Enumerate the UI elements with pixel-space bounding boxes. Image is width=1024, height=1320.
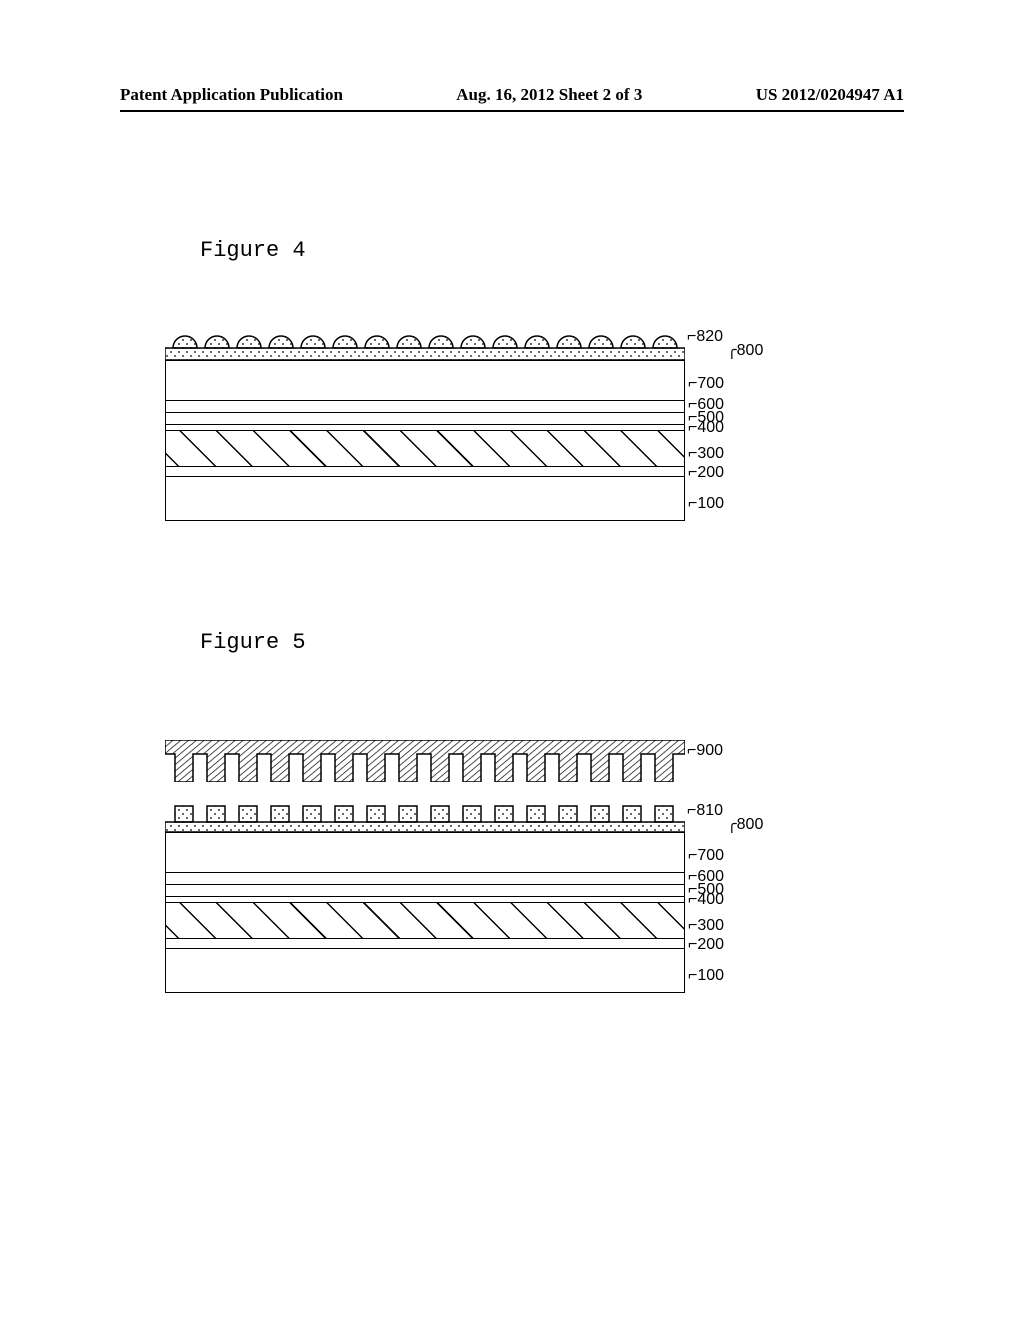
- page-header: Patent Application Publication Aug. 16, …: [0, 85, 1024, 105]
- layer-300: ⌐300: [166, 430, 684, 466]
- layer-700b: ⌐700: [166, 832, 684, 872]
- ref-200: ⌐200: [688, 464, 724, 482]
- figure-5-label: Figure 5: [200, 630, 306, 655]
- layer-200b: ⌐200: [166, 938, 684, 948]
- figure-4-stack: ⌐700 ⌐600 ⌐500 ⌐400 ⌐300 ⌐200 ⌐100: [165, 360, 685, 521]
- layer-820-svg: [165, 330, 685, 360]
- header-right: US 2012/0204947 A1: [756, 85, 904, 105]
- figure-5: ⌐900: [165, 740, 685, 993]
- header-left: Patent Application Publication: [120, 85, 343, 105]
- layer-810-svg: [165, 804, 685, 832]
- ref-300b: ⌐300: [688, 917, 724, 935]
- figure-4: ⌐820 ╭800 ⌐700 ⌐600 ⌐500 ⌐400 ⌐300 ⌐200 …: [165, 330, 685, 521]
- layer-500: ⌐500: [166, 412, 684, 424]
- ref-100b: ⌐100: [688, 967, 724, 985]
- layer-500b: ⌐500: [166, 884, 684, 896]
- layer-600b: ⌐600: [166, 872, 684, 884]
- ref-100: ⌐100: [688, 495, 724, 513]
- ref-900: ⌐900: [687, 742, 723, 760]
- layer-700: ⌐700: [166, 360, 684, 400]
- figure-5-stack: ⌐700 ⌐600 ⌐500 ⌐400 ⌐300 ⌐200 ⌐100: [165, 832, 685, 993]
- ref-400: ⌐400: [688, 419, 724, 437]
- layer-300b: ⌐300: [166, 902, 684, 938]
- header-rule: [120, 110, 904, 112]
- mold-900-svg: [165, 740, 685, 782]
- ref-700b: ⌐700: [688, 847, 724, 865]
- ref-200b: ⌐200: [688, 936, 724, 954]
- ref-800b: ╭800: [727, 814, 763, 834]
- header-center: Aug. 16, 2012 Sheet 2 of 3: [456, 85, 642, 105]
- ref-400b: ⌐400: [688, 891, 724, 909]
- figure-4-label: Figure 4: [200, 238, 306, 263]
- ref-700: ⌐700: [688, 375, 724, 393]
- layer-200: ⌐200: [166, 466, 684, 476]
- ref-300: ⌐300: [688, 445, 724, 463]
- layer-600: ⌐600: [166, 400, 684, 412]
- ref-800: ╭800: [727, 340, 763, 360]
- layer-100: ⌐100: [166, 476, 684, 520]
- layer-810: ⌐810 ╭800: [165, 804, 685, 832]
- ref-820: ⌐820: [687, 328, 723, 346]
- layer-820: ⌐820 ╭800: [165, 330, 685, 360]
- ref-810: ⌐810: [687, 802, 723, 820]
- mold-900: ⌐900: [165, 740, 685, 782]
- layer-100b: ⌐100: [166, 948, 684, 992]
